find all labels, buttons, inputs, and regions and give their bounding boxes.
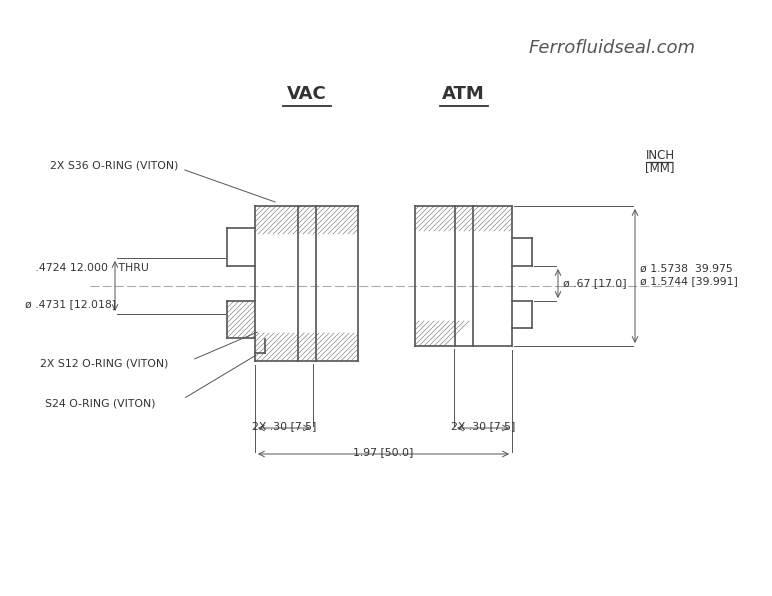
Text: 2X .30 [7.5]: 2X .30 [7.5]: [451, 421, 515, 431]
Text: ø 1.5744 [39.991]: ø 1.5744 [39.991]: [640, 276, 738, 286]
Text: ø .67 [17.0]: ø .67 [17.0]: [563, 278, 627, 288]
Text: 2X S36 O-RING (VITON): 2X S36 O-RING (VITON): [50, 161, 178, 171]
Text: ø 1.5738  39.975: ø 1.5738 39.975: [640, 264, 733, 274]
Text: Ferrofluidseal.com: Ferrofluidseal.com: [529, 39, 696, 57]
Text: 2X S12 O-RING (VITON): 2X S12 O-RING (VITON): [40, 358, 168, 368]
Text: 1.97 [50.0]: 1.97 [50.0]: [354, 447, 414, 457]
Text: VAC: VAC: [286, 85, 327, 103]
Text: INCH: INCH: [645, 149, 675, 162]
Text: ø .4731 [12.018]: ø .4731 [12.018]: [25, 299, 116, 309]
Text: .4724 12.000   THRU: .4724 12.000 THRU: [25, 263, 149, 273]
Text: ATM: ATM: [442, 85, 485, 103]
Text: [MM]: [MM]: [645, 161, 675, 174]
Text: S24 O-RING (VITON): S24 O-RING (VITON): [45, 398, 155, 408]
Text: 2X .30 [7.5]: 2X .30 [7.5]: [252, 421, 317, 431]
